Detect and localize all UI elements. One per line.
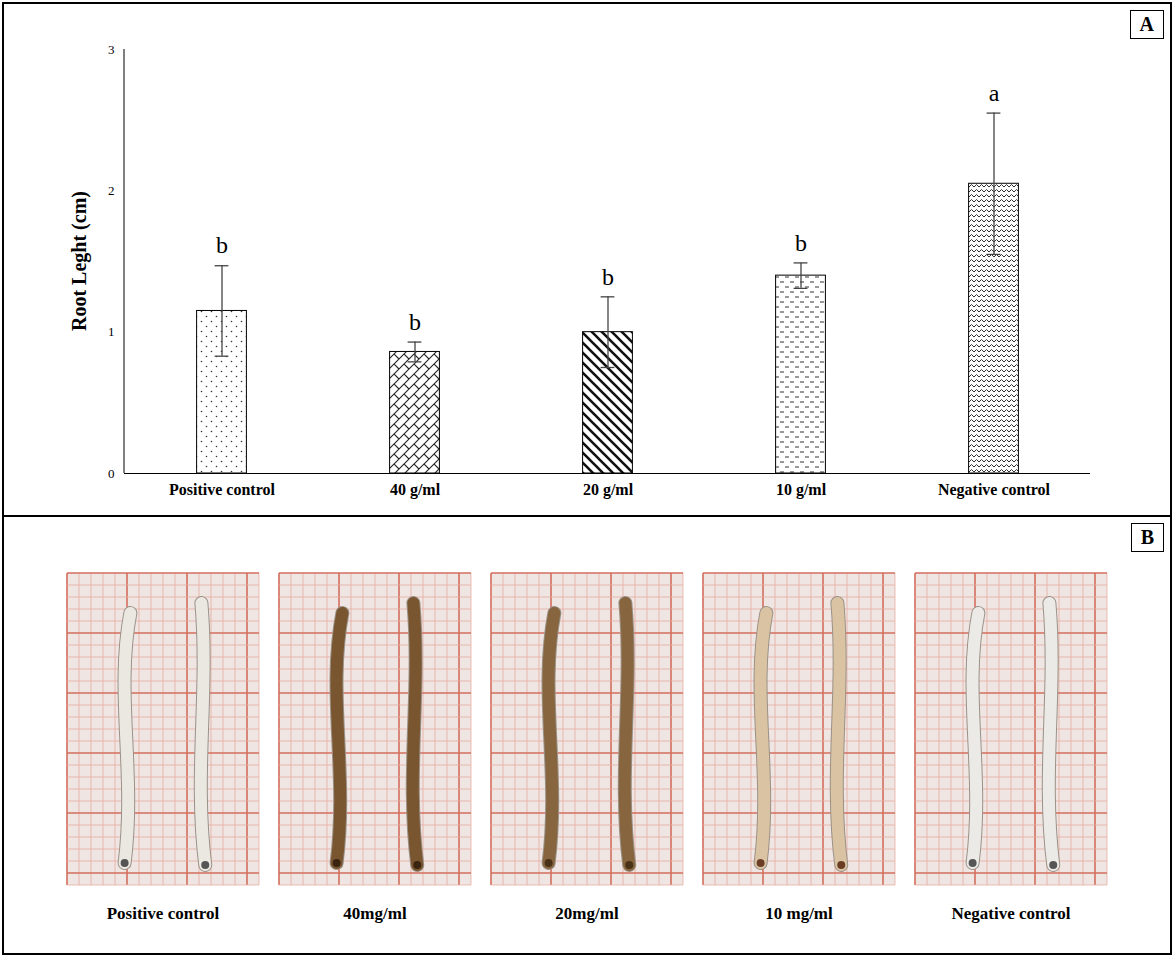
- svg-text:Positive control: Positive control: [107, 904, 220, 923]
- svg-text:0: 0: [108, 466, 115, 481]
- svg-text:20mg/ml: 20mg/ml: [555, 904, 619, 923]
- svg-text:20 g/ml: 20 g/ml: [583, 481, 634, 499]
- svg-text:b: b: [602, 264, 614, 290]
- svg-text:Negative control: Negative control: [951, 904, 1070, 923]
- svg-text:Root Leght (cm): Root Leght (cm): [68, 191, 91, 331]
- svg-text:2: 2: [108, 183, 115, 198]
- html-text:A: A: [1139, 13, 1154, 35]
- svg-text:1: 1: [108, 324, 115, 339]
- svg-text:3: 3: [108, 42, 115, 57]
- html-text:B: B: [1140, 526, 1154, 548]
- svg-text:b: b: [409, 309, 421, 335]
- svg-text:b: b: [795, 230, 807, 256]
- svg-text:40mg/ml: 40mg/ml: [343, 904, 407, 923]
- svg-text:b: b: [216, 232, 228, 258]
- svg-text:40 g/ml: 40 g/ml: [390, 481, 441, 499]
- svg-text:Positive control: Positive control: [169, 481, 275, 498]
- svg-text:10 mg/ml: 10 mg/ml: [765, 904, 833, 923]
- svg-text:Negative control: Negative control: [938, 481, 1051, 499]
- svg-text:a: a: [989, 80, 1000, 106]
- svg-text:10 g/ml: 10 g/ml: [776, 481, 827, 499]
